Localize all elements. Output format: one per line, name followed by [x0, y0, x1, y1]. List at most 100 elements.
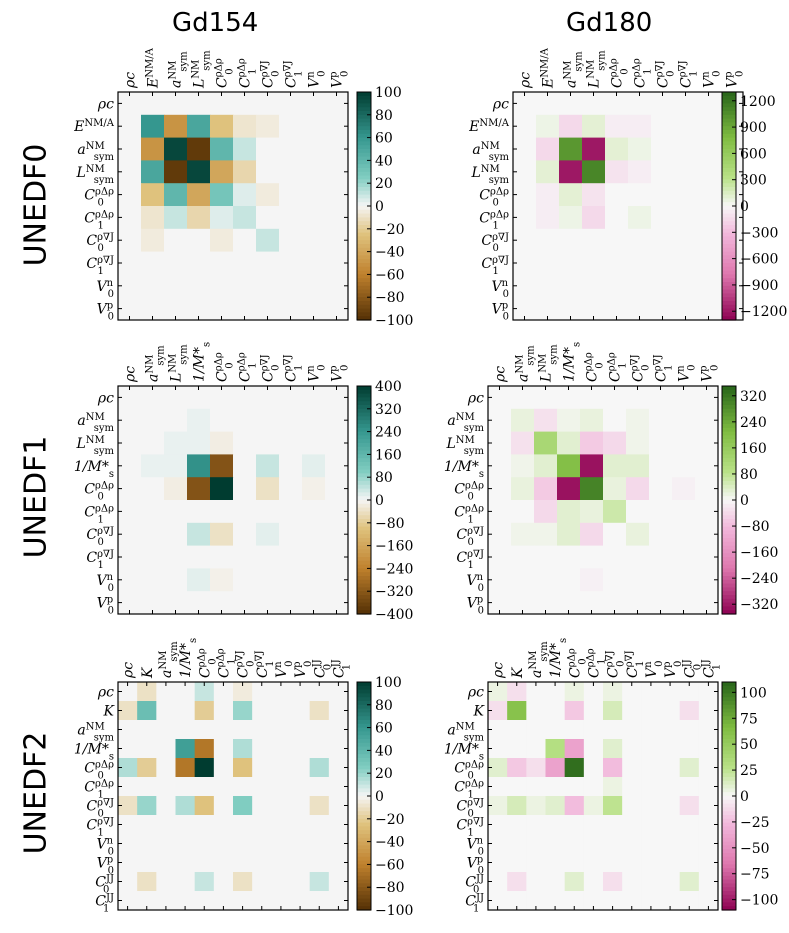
colorbar-segment — [357, 481, 371, 486]
colorbar-segment — [722, 860, 736, 865]
heatmap-cell — [118, 522, 142, 547]
colorbar-segment — [357, 746, 371, 751]
heatmap-cell — [564, 720, 585, 740]
heatmap-cell — [651, 92, 675, 116]
heatmap-cell — [302, 160, 326, 184]
colorbar-segment — [722, 500, 736, 505]
colorbar-segment — [357, 198, 371, 203]
colorbar-tick-label: −100 — [375, 903, 413, 919]
heatmap-cell — [290, 891, 311, 911]
heatmap-cell — [156, 796, 176, 816]
heatmap-cell — [559, 228, 583, 253]
heatmap-cell — [290, 872, 311, 892]
heatmap-cell — [534, 386, 558, 410]
heatmap-cell — [175, 834, 196, 854]
heatmap-cell — [118, 853, 138, 873]
heatmap-cell — [679, 701, 700, 721]
colorbar-segment — [357, 731, 371, 736]
colorbar-segment — [357, 171, 371, 177]
heatmap-cell — [545, 853, 566, 873]
colorbar-segment — [357, 221, 371, 226]
heatmap-cell — [695, 477, 719, 501]
colorbar-segment — [357, 515, 371, 520]
heatmap-cell — [513, 206, 537, 230]
heatmap-cell — [137, 815, 157, 835]
heatmap-cell — [674, 251, 698, 275]
heatmap-cell — [580, 386, 604, 410]
heatmap-cell — [118, 228, 142, 253]
heatmap-cell — [164, 386, 188, 410]
heatmap-cell — [213, 853, 234, 873]
colorbar-segment — [722, 830, 736, 835]
colorbar-segment — [722, 198, 736, 203]
colorbar-segment — [357, 465, 371, 471]
x-tick-label: aNMsym — [527, 641, 549, 678]
heatmap-cell — [557, 522, 581, 547]
heatmap-cell — [233, 160, 257, 184]
heatmap-cell — [137, 777, 157, 797]
heatmap-cell — [697, 92, 721, 116]
y-tick-label: Vp 0 — [97, 300, 114, 322]
heatmap-cell — [649, 522, 673, 547]
heatmap-cell — [674, 206, 698, 230]
heatmap-cell — [233, 682, 253, 702]
colorbar-segment — [357, 761, 371, 767]
colorbar-segment — [357, 312, 371, 317]
colorbar-segment — [357, 549, 371, 554]
colorbar-segment — [722, 202, 736, 207]
x-tick-label: CρΔρ0 — [608, 58, 630, 88]
x-tick-label: CρΔρ0 — [213, 58, 235, 88]
colorbar-segment — [722, 610, 736, 615]
colorbar-segment — [722, 266, 736, 272]
heatmap-cell — [194, 834, 215, 854]
colorbar-segment — [722, 906, 736, 911]
heatmap-cell — [672, 454, 696, 478]
colorbar-segment — [722, 872, 736, 877]
heatmap-cell — [559, 92, 583, 116]
heatmap-cell — [582, 228, 606, 253]
heatmap-cell — [582, 183, 606, 207]
heatmap-cell — [118, 815, 138, 835]
heatmap-cell — [233, 891, 253, 911]
colorbar-segment — [357, 530, 371, 535]
colorbar-segment — [722, 750, 736, 755]
colorbar-segment — [357, 156, 371, 161]
heatmap-cell — [580, 408, 604, 433]
heatmap-cell — [651, 251, 675, 275]
heatmap-cell — [164, 454, 188, 478]
heatmap-cell — [252, 720, 272, 740]
plot-frame — [487, 681, 719, 911]
colorbar-segment — [357, 500, 371, 505]
heatmap-cell — [628, 228, 652, 253]
x-tick-label: Cρ∇J1 — [253, 650, 275, 678]
heatmap-cell — [507, 682, 527, 702]
heatmap-cell — [660, 720, 681, 740]
heatmap-cell — [156, 834, 176, 854]
heatmap-cell — [256, 408, 280, 433]
heatmap-cell — [256, 297, 280, 321]
y-tick-label: ρc — [467, 685, 484, 701]
colorbar-segment — [357, 270, 371, 275]
colorbar-segment — [722, 780, 736, 786]
colorbar-segment — [722, 126, 736, 131]
heatmap-cell — [672, 591, 696, 615]
colorbar-tick-label: 80 — [740, 467, 758, 483]
heatmap-cell — [513, 183, 537, 207]
heatmap-cell — [649, 545, 673, 569]
heatmap-cell — [603, 568, 627, 592]
heatmap-cell — [187, 206, 211, 230]
heatmap-cell — [605, 160, 629, 184]
heatmap-cell — [118, 701, 138, 721]
heatmap-cell — [507, 815, 527, 835]
colorbar-segment — [357, 424, 371, 429]
heatmap-cell — [164, 183, 188, 207]
heatmap-cell — [603, 454, 627, 478]
colorbar-segment — [357, 595, 371, 600]
heatmap-cell — [233, 739, 253, 759]
heatmap-cell — [698, 872, 719, 892]
colorbar-segment — [357, 568, 371, 573]
heatmap-cell — [695, 545, 719, 569]
y-tick-label: Vp 0 — [467, 594, 484, 616]
heatmap-cell — [187, 160, 211, 184]
heatmap-cell — [674, 274, 698, 298]
